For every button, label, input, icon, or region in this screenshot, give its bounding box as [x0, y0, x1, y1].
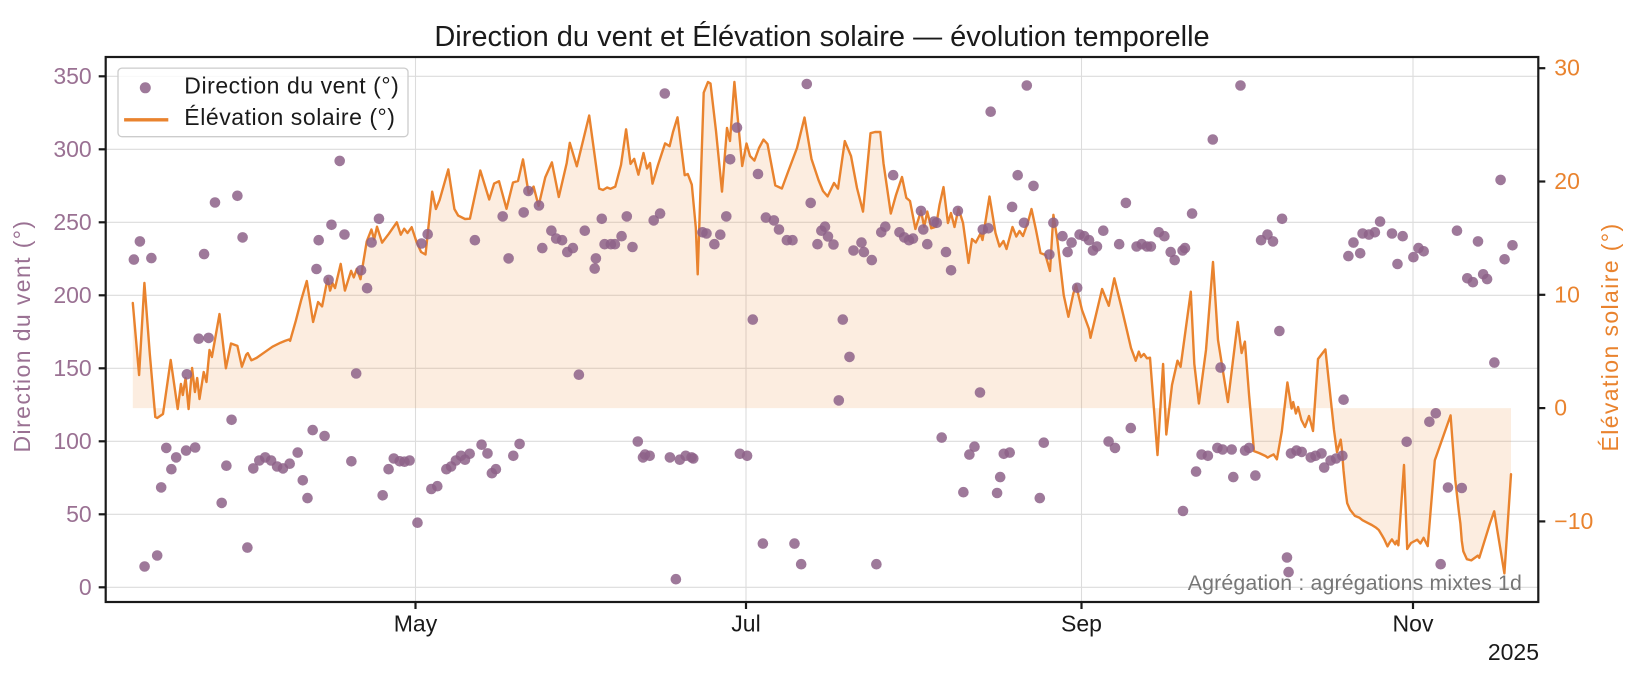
- svg-text:Sep: Sep: [1061, 611, 1102, 637]
- svg-text:250: 250: [53, 209, 91, 235]
- svg-text:0: 0: [79, 574, 92, 600]
- svg-text:Direction du vent (°): Direction du vent (°): [184, 73, 399, 99]
- svg-text:Agrégation : agrégations mixte: Agrégation : agrégations mixtes 1d: [1188, 571, 1522, 595]
- svg-text:200: 200: [53, 282, 91, 308]
- svg-text:May: May: [394, 611, 438, 637]
- svg-text:Élévation solaire (°): Élévation solaire (°): [184, 104, 395, 130]
- svg-text:350: 350: [53, 63, 91, 89]
- svg-text:Élévation solaire (°): Élévation solaire (°): [1597, 222, 1623, 451]
- svg-text:Direction du vent et Élévation: Direction du vent et Élévation solaire —…: [434, 20, 1209, 53]
- svg-text:30: 30: [1554, 55, 1580, 81]
- svg-text:50: 50: [66, 501, 92, 527]
- svg-text:20: 20: [1554, 168, 1580, 194]
- svg-text:−10: −10: [1554, 508, 1593, 534]
- svg-text:Direction du vent (°): Direction du vent (°): [9, 220, 35, 453]
- svg-text:Jul: Jul: [731, 611, 760, 637]
- svg-text:0: 0: [1554, 395, 1567, 421]
- svg-text:300: 300: [53, 136, 91, 162]
- svg-text:100: 100: [53, 428, 91, 454]
- svg-text:150: 150: [53, 355, 91, 381]
- svg-text:Nov: Nov: [1393, 611, 1434, 637]
- svg-text:2025: 2025: [1488, 639, 1539, 665]
- svg-text:10: 10: [1554, 281, 1580, 307]
